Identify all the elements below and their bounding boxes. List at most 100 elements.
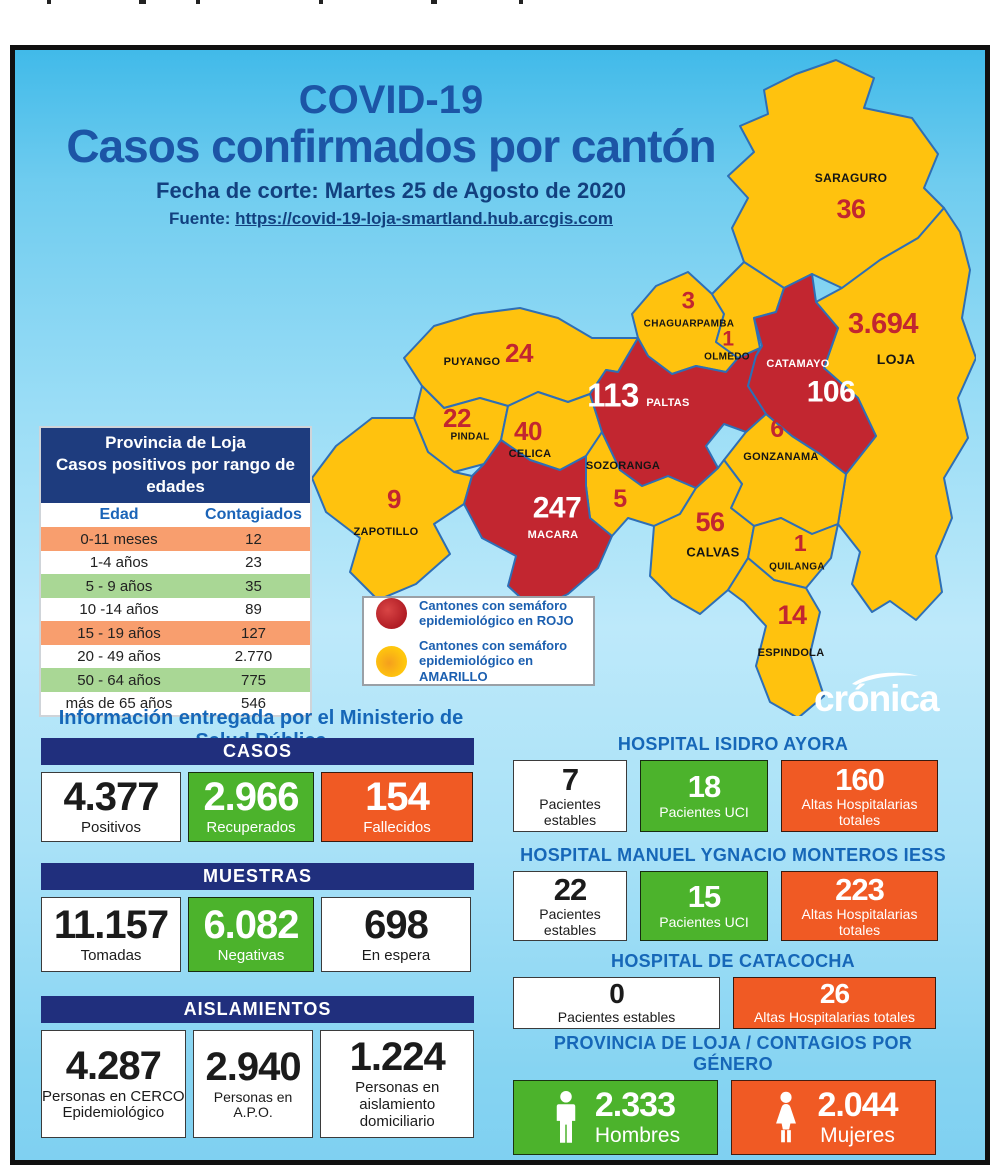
source-label: Fuente: [169,208,231,228]
casos-banner: CASOS [41,738,474,765]
age-table-title-line1: Provincia de Loja [105,433,246,452]
domiciliario-value: 1.224 [349,1035,446,1080]
row-contagiados: 775 [240,671,267,689]
canton-zapotillo-shape [311,417,473,601]
map-label-quilanga: QUILANGA [769,562,825,573]
casos-section: CASOS 4.377 Positivos 2.966 Recuperados … [41,738,474,842]
canton-macara-shape [463,439,613,611]
legend-yellow-line1: Cantones con semáforo [419,637,568,653]
map-value-celica: 40 [514,416,542,446]
hombres-value: 2.333 [594,1085,676,1124]
age-table-column-headers: Edad Contagiados [41,503,310,528]
legend-red-text: Cantones con semáforo epidemiológico en … [419,598,574,629]
legend-red-row: Cantones con semáforo epidemiológico en … [376,598,593,629]
map-value-chaguarpamba: 3 [682,288,695,315]
altas-card: 26 Altas Hospitalarias totales [733,977,936,1029]
map-value-espindola: 14 [777,600,807,630]
muestras-banner: MUESTRAS [41,863,474,890]
uci-label: Pacientes UCI [659,803,749,820]
infographic-panel: COVID-19 Casos confirmados por cantón Fe… [10,45,990,1165]
map-label-espindola: ESPINDOLA [758,647,825,659]
map-value-pindal: 22 [443,403,471,433]
mujeres-label: Mujeres [820,1123,895,1147]
apo-label: Personas en A.P.O. [213,1088,293,1121]
casos-cards: 4.377 Positivos 2.966 Recuperados 154 Fa… [41,772,474,842]
map-value-paltas: 113 [587,377,639,414]
cronica-logo: crónica [814,672,979,724]
row-edad: 5 - 9 años [85,577,153,595]
hospital-isidro-title: HOSPITAL ISIDRO AYORA [617,734,849,754]
source-line: Fuente: https://covid-19-loja-smartland.… [41,209,741,229]
positivos-card: 4.377 Positivos [41,772,181,842]
uci-value: 18 [687,769,721,805]
map-value-calvas: 56 [695,507,725,537]
cerco-label: Personas en CERCO Epidemiológico [42,1087,185,1122]
map-value-quilanga: 1 [794,530,807,556]
estables-label: Pacientes estables [539,906,601,938]
hombres-box: 2.333 Hombres [513,1080,718,1155]
table-row: 15 - 19 años 127 [41,621,310,645]
en-espera-value: 698 [364,902,429,947]
map-label-macara: MACARA [528,529,579,541]
estables-label: Pacientes estables [557,1009,676,1026]
mujeres-box: 2.044 Mujeres [731,1080,936,1155]
positivos-label: Positivos [80,819,142,836]
col-header-edad: Edad [99,506,139,524]
uci-label: Pacientes UCI [659,913,749,930]
map-label-calvas: CALVAS [686,545,739,560]
row-edad: 15 - 19 años [77,624,161,642]
map-value-saraguro: 36 [836,194,866,224]
uci-card: 18 Pacientes UCI [640,760,768,832]
map-value-olmedo: 1 [722,328,734,351]
tomadas-label: Tomadas [80,946,142,964]
aislamientos-banner: AISLAMIENTOS [41,996,474,1023]
map-legend: Cantones con semáforo epidemiológico en … [362,596,595,686]
legend-yellow-line2: epidemiológico en AMARILLO [419,653,534,684]
hospital-manuel-title: HOSPITAL MANUEL YGNACIO MONTEROS IESS [520,845,946,865]
genero-section: PROVINCIA DE LOJA / CONTAGIOS POR GÉNERO… [513,1033,953,1155]
positivos-value: 4.377 [63,775,159,820]
age-table-title-line2: Casos positivos por rango de edades [56,455,295,497]
genero-cards: 2.333 Hombres 2.044 Mujeres [513,1080,953,1155]
map-value-sozoranga: 5 [613,485,627,513]
legend-red-line2: epidemiológico en ROJO [419,613,574,629]
row-edad: 50 - 64 años [77,671,161,689]
row-contagiados: 89 [245,601,262,619]
aislamientos-section: AISLAMIENTOS 4.287 Personas en CERCO Epi… [41,996,474,1138]
negativas-value: 6.082 [203,902,299,947]
altas-label: Altas Hospitalarias totales [753,1009,916,1026]
fallecidos-card: 154 Fallecidos [321,772,473,842]
fallecidos-label: Fallecidos [363,819,431,836]
red-semaphore-icon [376,597,407,629]
domiciliario-label: Personas en aislamiento domiciliario [355,1079,440,1130]
source-link[interactable]: https://covid-19-loja-smartland.hub.arcg… [235,208,613,228]
estables-card: 7 Pacientes estables [513,760,627,832]
hospital-catacocha-cards: 0 Pacientes estables 26 Altas Hospitalar… [513,977,953,1029]
estables-label: Pacientes estables [539,796,601,828]
en-espera-card: 698 En espera [321,897,471,972]
hospital-catacocha-title: HOSPITAL DE CATACOCHA [611,951,855,971]
hospital-catacocha-section: HOSPITAL DE CATACOCHA 0 Pacientes establ… [513,951,953,1029]
tomadas-card: 11.157 Tomadas [41,897,181,972]
map-label-sozoranga: SOZORANGA [586,460,660,472]
negativas-card: 6.082 Negativas [188,897,314,972]
row-contagiados: 23 [245,554,262,572]
fallecidos-value: 154 [365,775,430,820]
map-value-macara: 247 [533,492,582,525]
en-espera-label: En espera [361,946,431,964]
table-row: 5 - 9 años 35 [41,574,310,598]
row-contagiados: 2.770 [234,648,273,666]
estables-card: 0 Pacientes estables [513,977,720,1029]
map-value-loja: 3.694 [848,308,918,340]
age-table-title: Provincia de Loja Casos positivos por ra… [41,428,310,504]
table-row: 20 - 49 años 2.770 [41,644,310,669]
row-edad: 0-11 meses [80,530,158,548]
recuperados-value: 2.966 [203,775,299,820]
page-title-main: Casos confirmados por cantón [66,120,716,172]
map-label-pindal: PINDAL [450,432,489,443]
row-contagiados: 546 [240,695,267,713]
map-label-paltas: PALTAS [646,397,689,409]
map-value-catamayo: 106 [807,376,856,409]
legend-red-line1: Cantones con semáforo [419,597,568,613]
hospital-manuel-ygnacio-section: HOSPITAL MANUEL YGNACIO MONTEROS IESS 22… [513,845,953,941]
